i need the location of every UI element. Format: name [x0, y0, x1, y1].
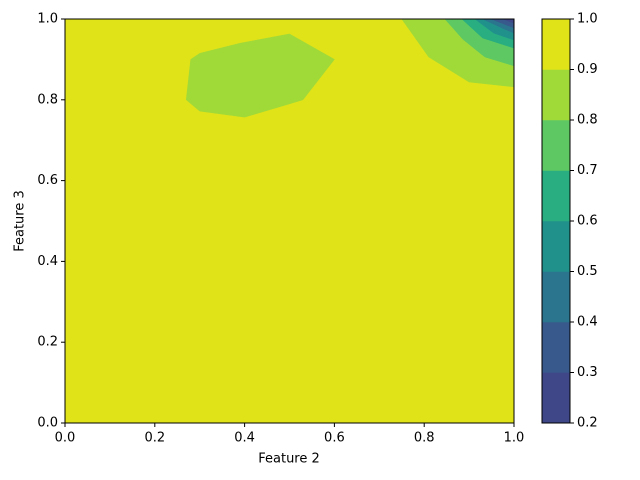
colorbar-segment	[541, 18, 571, 70]
colorbar-tick-label: 0.4	[577, 315, 598, 330]
y-tick-label: 0.6	[37, 173, 58, 188]
colorbar-tick-label: 0.5	[577, 264, 598, 279]
colorbar-tick-label: 1.0	[577, 12, 598, 27]
x-axis-label: Feature 2	[258, 452, 320, 467]
colorbar-segment	[541, 271, 571, 323]
x-tick-label: 0.4	[234, 431, 255, 446]
colorbar-segment	[541, 372, 571, 424]
axes-frame	[64, 18, 515, 424]
colorbar-segment	[541, 170, 571, 222]
colorbar-tick-label: 0.8	[577, 113, 598, 128]
x-tick-label: 0.2	[144, 431, 165, 446]
colorbar-tick-label: 0.6	[577, 214, 598, 229]
colorbar-segment	[541, 220, 571, 272]
y-axis-label: Feature 3	[13, 190, 28, 252]
x-tick-label: 0.6	[324, 431, 345, 446]
x-tick-label: 0.8	[414, 431, 435, 446]
plot-area	[65, 19, 514, 423]
x-tick-label: 0.0	[55, 431, 76, 446]
contour-region	[502, 19, 514, 24]
colorbar-tick-label: 0.7	[577, 163, 598, 178]
y-tick-label: 0.4	[37, 254, 58, 269]
y-tick-label: 0.8	[37, 92, 58, 107]
y-tick-label: 1.0	[37, 12, 58, 27]
colorbar-tick-label: 0.3	[577, 365, 598, 380]
colorbar-tick-label: 0.9	[577, 62, 598, 77]
contour-region	[65, 19, 514, 423]
contour-region	[185, 33, 335, 118]
colorbar-segment	[541, 119, 571, 171]
y-tick-label: 0.2	[37, 335, 58, 350]
colorbar-tick-label: 0.2	[577, 416, 598, 431]
colorbar-segment	[541, 321, 571, 373]
x-tick-label: 1.0	[504, 431, 525, 446]
y-tick-label: 0.0	[37, 416, 58, 431]
colorbar-segment	[541, 69, 571, 121]
